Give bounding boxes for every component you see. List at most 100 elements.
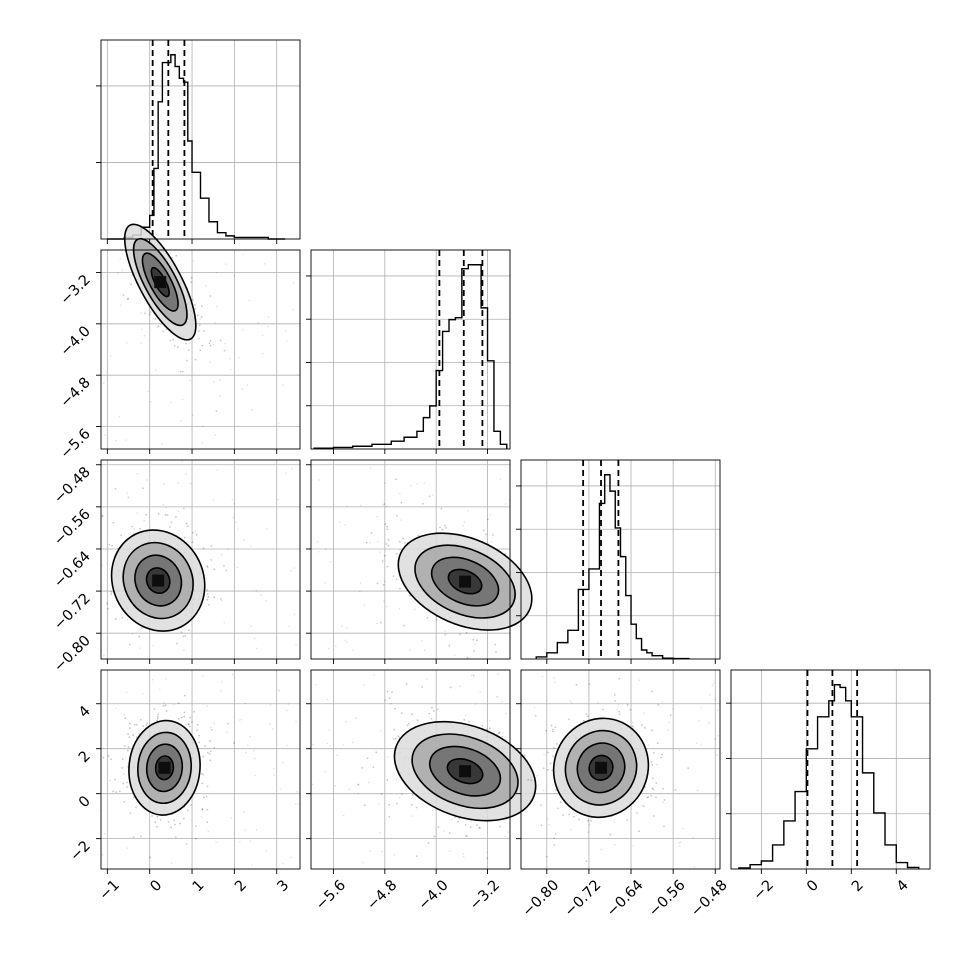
scatter-point — [317, 550, 320, 553]
scatter-point — [505, 712, 507, 715]
scatter-point — [179, 822, 181, 825]
scatter-point — [187, 349, 190, 352]
y-tick-label-p2-1: −0.72 — [51, 591, 94, 634]
scatter-point — [96, 609, 98, 611]
scatter-point — [568, 813, 571, 816]
scatter-point — [632, 726, 635, 728]
y-tick-label-p2-3: −0.56 — [51, 506, 94, 549]
scatter-point — [552, 747, 555, 749]
scatter-point — [162, 705, 165, 707]
scatter-point — [202, 547, 205, 550]
scatter-point — [716, 754, 718, 756]
scatter-point — [135, 806, 137, 809]
histogram-step-p3 — [738, 684, 920, 869]
scatter-point — [194, 358, 197, 361]
scatter-point — [559, 801, 562, 804]
scatter-point — [126, 298, 129, 301]
scatter-point — [131, 633, 134, 635]
scatter-point — [149, 856, 151, 859]
scatter-point — [406, 724, 409, 727]
scatter-point — [146, 479, 148, 481]
scatter-point — [102, 515, 104, 518]
scatter-point — [132, 796, 135, 799]
scatter-point — [172, 338, 174, 341]
scatter-point — [129, 727, 131, 730]
scatter-point — [200, 816, 202, 818]
scatter-point — [380, 621, 382, 624]
scatter-point — [444, 633, 447, 636]
scatter-point — [617, 704, 620, 706]
scatter-point — [220, 689, 222, 692]
scatter-point — [575, 683, 578, 686]
scatter-point — [223, 564, 225, 567]
scatter-point — [588, 824, 590, 826]
scatter-point — [717, 734, 720, 737]
scatter-point — [292, 282, 295, 284]
scatter-point — [197, 337, 200, 340]
scatter-point — [443, 830, 446, 832]
scatter-point — [290, 570, 292, 572]
scatter-point — [537, 613, 539, 615]
scatter-point — [138, 635, 141, 638]
scatter-point — [188, 725, 191, 728]
scatter-point — [250, 545, 252, 547]
scatter-point — [614, 843, 616, 846]
scatter-point — [366, 757, 369, 760]
scatter-point — [533, 706, 536, 709]
contour-line-p1-p2-0 — [397, 532, 533, 631]
scatter-point — [206, 785, 209, 788]
scatter-point — [538, 782, 540, 784]
scatter-point — [115, 439, 117, 442]
x-tick-label-p2-4: −0.48 — [688, 877, 731, 920]
scatter-point — [530, 666, 532, 668]
scatter-point — [501, 735, 504, 738]
scatter-point — [486, 857, 489, 860]
scatter-point — [629, 708, 632, 711]
scatter-point — [312, 743, 315, 746]
scatter-point — [373, 674, 376, 676]
scatter-point — [498, 732, 500, 734]
scatter-point — [157, 325, 160, 328]
contour-line-p1-p3-3 — [446, 758, 484, 785]
scatter-point — [454, 816, 456, 819]
scatter-point — [200, 772, 203, 775]
scatter-point — [544, 807, 546, 809]
scatter-point — [106, 602, 109, 605]
scatter-point — [213, 746, 216, 749]
scatter-point — [524, 817, 526, 819]
scatter-point — [415, 806, 418, 809]
scatter-point — [267, 316, 270, 318]
scatter-point — [640, 804, 643, 807]
scatter-point — [173, 703, 176, 706]
scatter-point — [400, 712, 403, 715]
scatter-point — [179, 370, 182, 373]
scatter-point — [398, 540, 401, 543]
scatter-point — [478, 826, 481, 829]
scatter-point — [164, 704, 167, 707]
scatter-point — [208, 342, 211, 345]
scatter-point — [157, 713, 159, 716]
histogram-step-p1 — [313, 264, 508, 449]
scatter-point — [125, 439, 127, 441]
scatter-point — [121, 766, 124, 769]
scatter-point — [549, 742, 551, 744]
scatter-point — [206, 565, 209, 568]
scatter-point — [182, 635, 185, 638]
scatter-point — [318, 479, 320, 481]
scatter-point — [277, 498, 279, 501]
scatter-point — [292, 309, 294, 311]
scatter-point — [126, 781, 128, 784]
scatter-point — [463, 521, 466, 523]
scatter-point — [504, 835, 507, 838]
scatter-point — [110, 758, 112, 761]
scatter-point — [132, 836, 135, 839]
scatter-point — [223, 349, 226, 352]
scatter-point — [489, 513, 492, 516]
scatter-point — [177, 717, 180, 720]
scatter-point — [219, 339, 222, 342]
scatter-point — [85, 201, 87, 203]
scatter-point — [213, 568, 216, 571]
scatter-point — [103, 434, 106, 436]
scatter-point — [700, 744, 702, 746]
scatter-point — [288, 625, 291, 628]
